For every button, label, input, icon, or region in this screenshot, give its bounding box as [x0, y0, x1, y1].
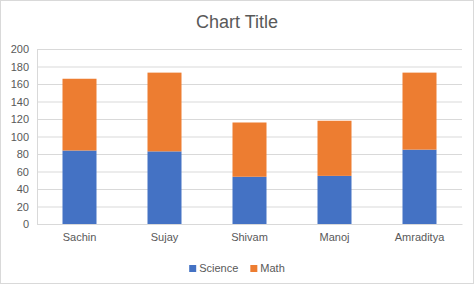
y-tick: 180	[11, 61, 37, 73]
x-tick-label: Shivam	[231, 231, 268, 243]
bar	[233, 177, 267, 224]
y-tick-label: 80	[17, 148, 29, 160]
x-tick: Sachin	[63, 224, 97, 243]
y-tick: 80	[17, 148, 37, 160]
y-tick: 0	[23, 218, 37, 230]
bars	[63, 73, 437, 224]
grid-line	[37, 224, 462, 225]
y-tick: 120	[11, 113, 37, 125]
y-tick-label: 0	[23, 218, 29, 230]
y-tick: 140	[11, 96, 37, 108]
plot: 0 20 40 60 80 100 120 140 160 180 200 Sachin Sujay Sh…	[11, 43, 463, 243]
grid-line	[37, 102, 462, 103]
y-tick-label: 180	[11, 61, 29, 73]
x-axis-line	[38, 224, 463, 225]
grid-line	[37, 67, 462, 68]
y-axis: 0 20 40 60 80 100 120 140 160 180 200	[11, 43, 38, 230]
x-tick-label: Sujay	[151, 231, 179, 243]
title: Chart Title	[196, 12, 278, 32]
y-tick-label: 160	[11, 78, 29, 90]
grid	[37, 50, 462, 225]
grid-line	[37, 49, 462, 50]
legend-swatch	[189, 265, 196, 272]
legend: Science Math	[189, 262, 285, 274]
bar	[233, 123, 267, 177]
x-tick: Manoj	[320, 224, 350, 243]
y-tick: 200	[11, 43, 37, 55]
y-tick-label: 60	[17, 166, 29, 178]
y-tick: 60	[17, 166, 37, 178]
x-tick: Sujay	[151, 224, 179, 243]
bar	[148, 151, 182, 224]
y-tick-label: 120	[11, 113, 29, 125]
y-tick: 40	[17, 183, 37, 195]
legend-label: Science	[199, 262, 238, 274]
bar	[403, 73, 437, 150]
series	[63, 73, 437, 177]
bar	[63, 79, 97, 151]
x-tick-label: Manoj	[320, 231, 350, 243]
bar	[148, 73, 182, 152]
y-tick: 20	[17, 201, 37, 213]
x-tick-label: Amraditya	[395, 231, 445, 243]
x-tick: Amraditya	[395, 224, 445, 243]
grid-line	[37, 84, 462, 85]
x-tick: Shivam	[231, 224, 268, 243]
y-axis-line	[37, 50, 38, 225]
y-tick-label: 200	[11, 43, 29, 55]
y-tick-label: 20	[17, 201, 29, 213]
y-tick-label: 100	[11, 131, 29, 143]
legend-swatch	[250, 265, 257, 272]
legend-item: Science	[189, 262, 238, 274]
y-tick-label: 40	[17, 183, 29, 195]
legend-item: Math	[250, 262, 284, 274]
bar	[403, 150, 437, 224]
x-tick-label: Sachin	[63, 231, 97, 243]
x-axis: Sachin Sujay Shivam Manoj Amraditya	[38, 224, 463, 243]
legend-label: Math	[260, 262, 284, 274]
y-tick: 100	[11, 131, 37, 143]
chart-area	[1, 1, 474, 284]
bar	[63, 151, 97, 225]
y-tick: 160	[11, 78, 37, 90]
chart: 0 20 40 60 80 100 120 140 160 180 200 Sachin Sujay Sh…	[0, 0, 474, 284]
grid-line	[37, 119, 462, 120]
y-tick-label: 140	[11, 96, 29, 108]
bar	[318, 121, 352, 176]
bar	[318, 176, 352, 224]
